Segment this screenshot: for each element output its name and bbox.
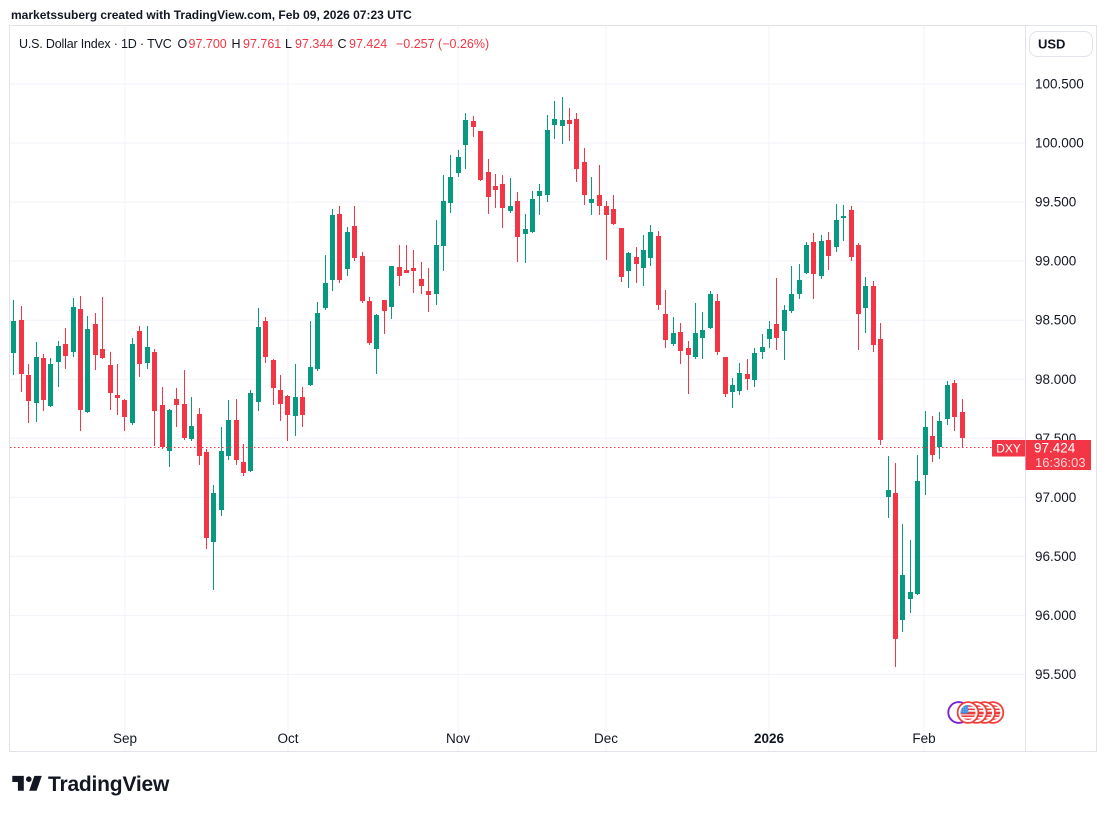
svg-text:97.761: 97.761 [243,37,281,51]
svg-text:Sep: Sep [113,731,137,746]
svg-text:Feb: Feb [912,731,935,746]
svg-text:2026: 2026 [754,731,785,746]
svg-text:97.424: 97.424 [1034,441,1076,456]
svg-text:−0.257 (−0.26%): −0.257 (−0.26%) [396,37,489,51]
svg-text:H: H [232,37,241,51]
svg-text:USD: USD [1038,37,1065,52]
svg-text:97.424: 97.424 [349,37,387,51]
svg-text:98.500: 98.500 [1035,313,1076,328]
svg-text:O: O [178,37,188,51]
svg-text:Nov: Nov [446,731,470,746]
svg-text:98.000: 98.000 [1035,372,1076,387]
svg-text:100.500: 100.500 [1035,77,1084,92]
svg-text:97.000: 97.000 [1035,490,1076,505]
svg-text:100.000: 100.000 [1035,136,1084,151]
svg-text:marketssuberg created with Tra: marketssuberg created with TradingView.c… [11,8,412,22]
svg-text:97.344: 97.344 [295,37,333,51]
svg-text:99.000: 99.000 [1035,254,1076,269]
svg-text:TradingView: TradingView [48,773,170,796]
svg-text:DXY: DXY [996,442,1021,456]
svg-text:97.700: 97.700 [189,37,227,51]
svg-text:95.500: 95.500 [1035,667,1076,682]
svg-text:16:36:03: 16:36:03 [1035,455,1086,470]
svg-text:96.500: 96.500 [1035,549,1076,564]
svg-text:99.500: 99.500 [1035,195,1076,210]
svg-text:L: L [285,37,292,51]
svg-text:Dec: Dec [594,731,618,746]
svg-text:U.S. Dollar Index · 1D · TVC: U.S. Dollar Index · 1D · TVC [19,37,172,51]
svg-text:C: C [338,37,347,51]
svg-text:Oct: Oct [277,731,298,746]
svg-text:96.000: 96.000 [1035,608,1076,623]
